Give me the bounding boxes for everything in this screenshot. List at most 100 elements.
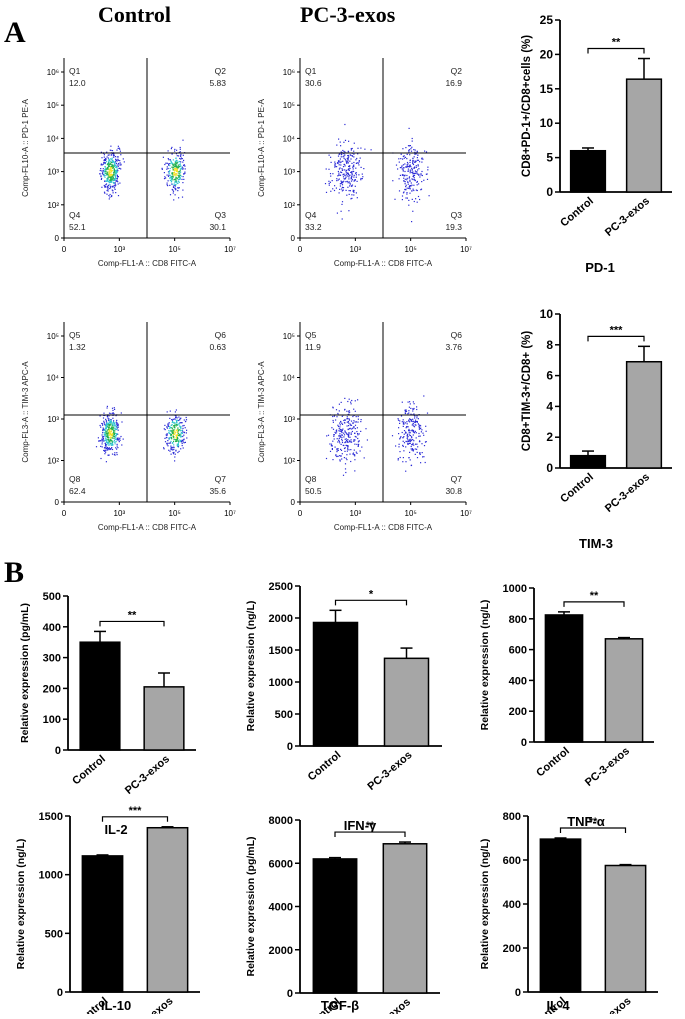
event-dot (108, 195, 110, 197)
event-dot (398, 443, 400, 445)
event-dot (350, 460, 352, 463)
bar-control (539, 838, 582, 993)
event-dot (176, 431, 178, 433)
flow-y-tick-label: 10⁵ (283, 101, 295, 110)
event-dot (354, 459, 356, 461)
event-dot (106, 151, 108, 153)
event-dot (105, 420, 107, 422)
event-dot (178, 187, 180, 189)
event-dot (410, 448, 412, 450)
event-dot (111, 164, 113, 166)
event-dot (339, 436, 341, 438)
event-dot (335, 166, 337, 168)
event-dot (109, 432, 111, 435)
event-dot (115, 169, 117, 171)
event-dot (346, 180, 348, 182)
event-dot (118, 167, 120, 169)
event-dot (116, 160, 118, 162)
event-dot (180, 175, 182, 177)
event-dot (171, 177, 174, 179)
event-dot (174, 460, 176, 462)
event-dot (178, 177, 181, 179)
event-dot (170, 433, 172, 435)
event-dot (419, 453, 421, 455)
event-dot (104, 449, 106, 451)
event-dot (334, 185, 336, 187)
event-dot (409, 192, 411, 194)
event-dot (406, 193, 408, 195)
event-dot (174, 171, 176, 173)
event-dot (179, 165, 181, 168)
event-dot (344, 397, 346, 399)
event-dot (342, 187, 345, 189)
event-dot (104, 185, 106, 187)
event-dot (407, 145, 410, 147)
event-dot (120, 412, 122, 414)
event-dot (412, 401, 414, 403)
bar-pc-3-exos (143, 686, 185, 751)
event-dot (111, 447, 113, 449)
event-dot (407, 433, 409, 435)
event-dot (174, 431, 176, 433)
event-dot (169, 194, 172, 196)
event-dot (422, 432, 424, 434)
flow-y-tick-label: 10² (283, 201, 295, 210)
event-dot (172, 183, 174, 185)
event-dot (111, 437, 113, 439)
event-dot (109, 422, 112, 424)
event-dot (409, 165, 411, 167)
event-dot (342, 189, 344, 191)
event-dot (106, 446, 108, 449)
event-dot (341, 432, 343, 434)
event-dot (348, 418, 350, 420)
event-dot (412, 188, 414, 190)
event-dot (405, 409, 407, 411)
event-dot (184, 171, 186, 173)
event-dot (412, 178, 414, 181)
event-dot (391, 435, 394, 437)
event-dot (112, 179, 114, 181)
event-dot (166, 434, 168, 437)
event-dot (346, 418, 348, 420)
event-dot (401, 431, 403, 434)
event-dot (173, 421, 175, 424)
event-dot (106, 430, 108, 432)
event-dot (418, 173, 420, 175)
event-dot (115, 175, 117, 177)
event-dot (349, 411, 351, 413)
event-dot (339, 430, 341, 432)
event-dot (344, 174, 346, 176)
event-dot (403, 421, 405, 423)
event-dot (398, 190, 401, 192)
y-tick-label: 100 (43, 714, 61, 726)
event-dot (104, 435, 106, 437)
event-dot (175, 415, 177, 417)
event-dot (177, 177, 179, 179)
event-dot (180, 157, 182, 159)
event-dot (100, 445, 102, 447)
bar-control (79, 641, 121, 751)
event-dot (405, 197, 407, 199)
event-dot (354, 179, 356, 182)
event-dot (341, 203, 343, 205)
event-dot (110, 160, 112, 163)
event-dot (106, 407, 108, 409)
event-dot (101, 157, 103, 159)
event-dot (347, 151, 350, 153)
event-dot (336, 431, 338, 433)
event-dot (115, 158, 117, 160)
event-dot (179, 433, 181, 435)
event-dot (109, 170, 111, 172)
event-dot (344, 158, 346, 160)
event-dot (336, 178, 338, 180)
event-dot (108, 454, 110, 456)
event-dot (174, 170, 176, 172)
event-dot (408, 457, 410, 459)
event-dot (104, 424, 106, 426)
event-dot (119, 167, 121, 169)
event-dot (405, 166, 407, 168)
event-dot (420, 425, 422, 427)
event-dot (167, 171, 170, 173)
